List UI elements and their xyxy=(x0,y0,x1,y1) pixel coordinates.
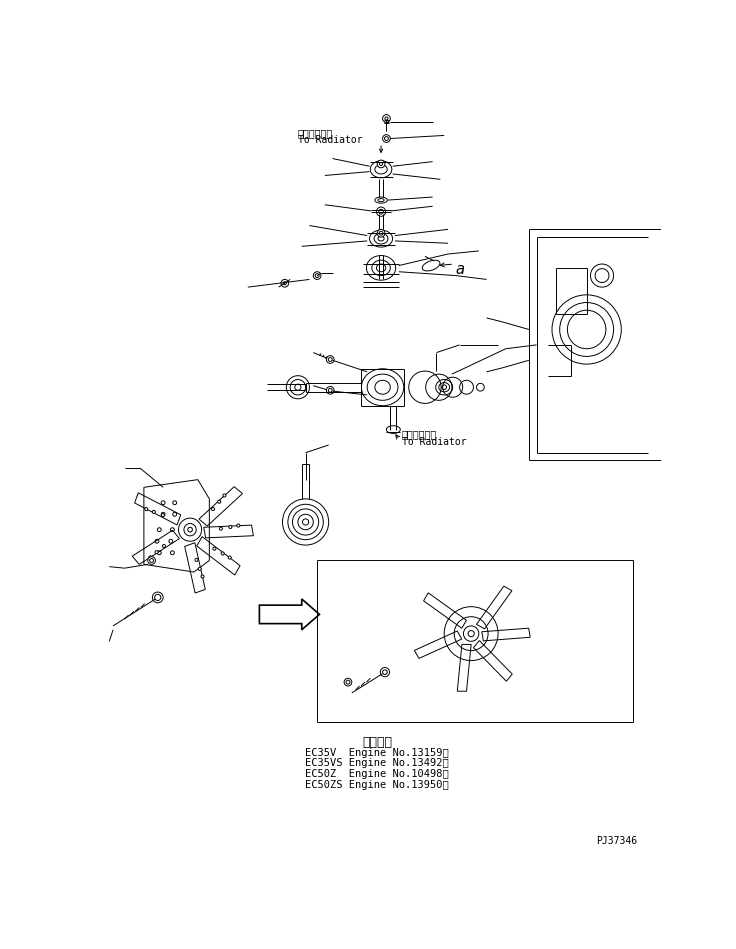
Circle shape xyxy=(314,271,321,279)
Circle shape xyxy=(173,501,177,505)
Circle shape xyxy=(161,501,165,505)
Circle shape xyxy=(385,117,388,120)
Circle shape xyxy=(158,550,161,555)
Circle shape xyxy=(188,528,192,532)
Circle shape xyxy=(145,508,148,511)
Circle shape xyxy=(152,592,163,603)
Circle shape xyxy=(380,162,383,165)
Circle shape xyxy=(237,524,240,527)
Circle shape xyxy=(315,273,319,277)
Text: To Radiator: To Radiator xyxy=(402,437,467,447)
Circle shape xyxy=(211,508,215,511)
Circle shape xyxy=(384,137,389,140)
Circle shape xyxy=(381,667,389,677)
Circle shape xyxy=(184,524,197,536)
Text: EC50Z  Engine No.10498～: EC50Z Engine No.10498～ xyxy=(305,769,449,779)
Circle shape xyxy=(328,388,332,392)
Circle shape xyxy=(383,670,387,675)
Circle shape xyxy=(149,559,154,563)
Circle shape xyxy=(468,630,474,637)
Text: a: a xyxy=(456,262,465,277)
Circle shape xyxy=(163,545,166,548)
Circle shape xyxy=(179,518,202,541)
Circle shape xyxy=(161,513,164,516)
Text: EC35VS Engine No.13492～: EC35VS Engine No.13492～ xyxy=(305,758,449,769)
Circle shape xyxy=(464,626,479,642)
Text: PJ37346: PJ37346 xyxy=(596,836,637,847)
Circle shape xyxy=(377,230,385,237)
Circle shape xyxy=(171,550,174,555)
Text: To Radiator: To Radiator xyxy=(298,136,363,145)
Text: EC50ZS Engine No.13950～: EC50ZS Engine No.13950～ xyxy=(305,780,449,790)
Circle shape xyxy=(221,552,224,555)
Circle shape xyxy=(344,679,352,686)
Circle shape xyxy=(155,550,158,553)
Circle shape xyxy=(171,528,174,531)
Circle shape xyxy=(158,528,161,531)
Circle shape xyxy=(454,617,488,651)
Circle shape xyxy=(326,386,334,394)
Circle shape xyxy=(445,606,498,661)
Circle shape xyxy=(219,527,222,530)
Circle shape xyxy=(169,539,173,543)
Circle shape xyxy=(213,548,216,550)
Circle shape xyxy=(379,210,383,214)
Text: ラジエータへ: ラジエータへ xyxy=(402,430,437,439)
Circle shape xyxy=(149,556,152,559)
Circle shape xyxy=(218,500,221,503)
Circle shape xyxy=(228,556,231,559)
Circle shape xyxy=(148,557,155,565)
Circle shape xyxy=(173,512,177,516)
Circle shape xyxy=(229,526,232,529)
Circle shape xyxy=(326,356,334,363)
Circle shape xyxy=(198,568,202,570)
Circle shape xyxy=(152,511,155,513)
Circle shape xyxy=(195,558,198,562)
Circle shape xyxy=(201,575,204,578)
Circle shape xyxy=(281,279,289,288)
Circle shape xyxy=(155,594,161,601)
Circle shape xyxy=(376,207,386,216)
Circle shape xyxy=(223,494,226,497)
Circle shape xyxy=(377,160,385,168)
Circle shape xyxy=(283,282,286,285)
Circle shape xyxy=(328,358,332,362)
Text: EC35V  Engine No.13159～: EC35V Engine No.13159～ xyxy=(305,748,449,757)
Text: ラジエータへ: ラジエータへ xyxy=(298,128,333,138)
Circle shape xyxy=(161,512,165,516)
Circle shape xyxy=(346,680,350,684)
Circle shape xyxy=(383,135,390,142)
Circle shape xyxy=(383,115,390,122)
Text: 適用号機: 適用号機 xyxy=(362,736,392,749)
Circle shape xyxy=(379,232,383,235)
Circle shape xyxy=(155,539,159,543)
